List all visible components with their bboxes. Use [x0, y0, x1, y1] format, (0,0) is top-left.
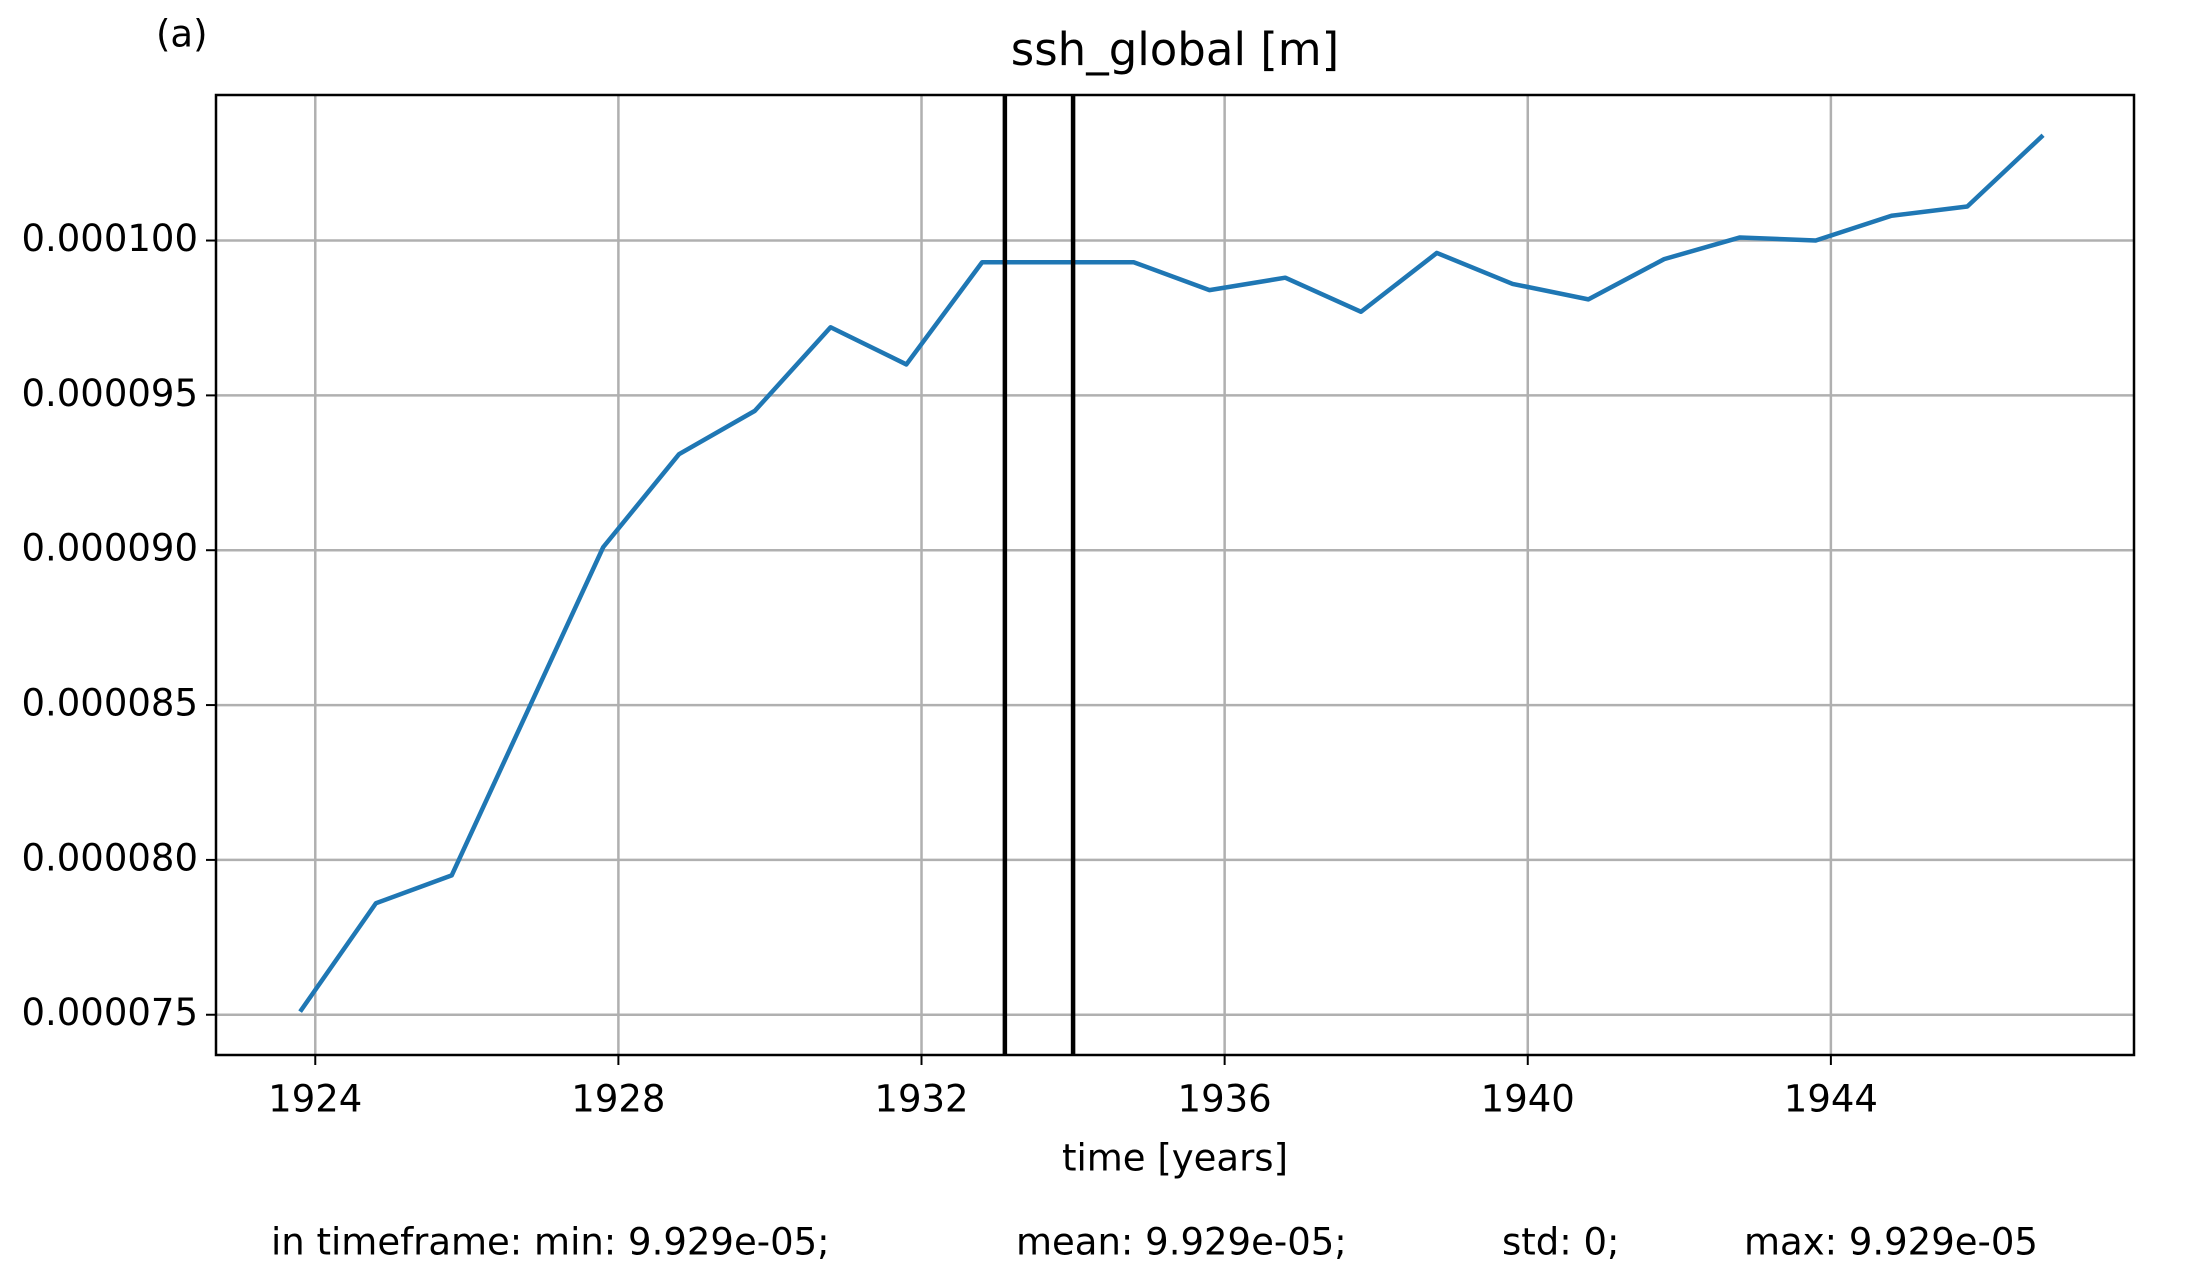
- y-tick-label: 0.000095: [21, 372, 198, 415]
- x-tick-label: 1940: [1481, 1078, 1575, 1121]
- data-line: [298, 133, 2045, 1013]
- x-tick-label: 1924: [268, 1078, 362, 1121]
- plot-frame: [214, 93, 2136, 1057]
- stats-text: mean: 9.929e-05;: [1016, 1221, 1347, 1263]
- y-tick-label: 0.000100: [21, 217, 198, 260]
- x-tick-label: 1936: [1178, 1078, 1272, 1121]
- chart-title: ssh_global [m]: [1011, 23, 1339, 76]
- x-tick-label: 1944: [1784, 1078, 1878, 1121]
- stats-text: max: 9.929e-05: [1744, 1221, 2038, 1263]
- y-tick-label: 0.000090: [21, 527, 198, 570]
- stats-text: std: 0;: [1502, 1221, 1620, 1263]
- x-tick-label: 1932: [874, 1078, 968, 1121]
- stats-text: in timeframe: min: 9.929e-05;: [271, 1221, 830, 1263]
- panel-label: (a): [156, 13, 208, 56]
- y-tick-label: 0.000075: [21, 991, 198, 1034]
- x-axis-label: time [years]: [1062, 1137, 1288, 1180]
- x-tick-label: 1928: [571, 1078, 665, 1121]
- y-tick-label: 0.000080: [21, 836, 198, 879]
- y-tick-label: 0.000085: [21, 682, 198, 725]
